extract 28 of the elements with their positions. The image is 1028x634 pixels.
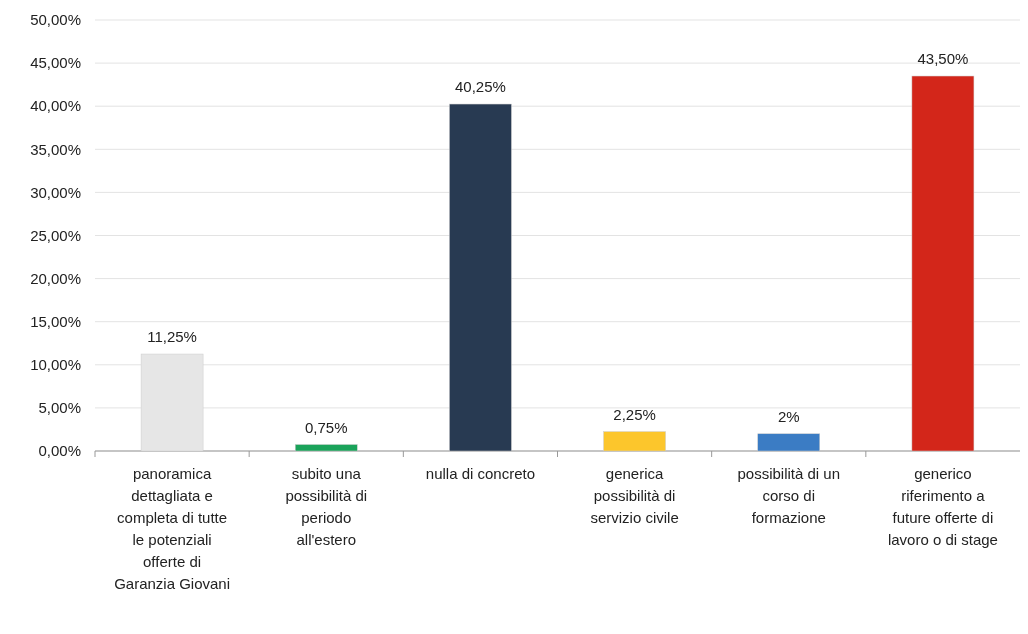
data-label: 40,25% [454,78,506,96]
y-tick-label: 25,00% [30,226,81,244]
bar [295,444,358,452]
y-tick-label: 45,00% [30,54,81,72]
data-label: 2,25% [613,405,656,423]
y-tick-label: 50,00% [30,11,81,29]
x-tick-label: generica possibilità di servizio civile [590,465,679,526]
y-tick-label: 10,00% [30,356,81,374]
y-tick-label: 5,00% [38,399,81,417]
y-tick-label: 35,00% [30,140,81,158]
data-label: 11,25% [147,328,197,346]
data-label: 0,75% [304,418,348,436]
y-tick-label: 0,00% [38,442,81,460]
data-label: 43,50% [917,50,969,68]
bar [911,75,975,452]
bar [603,431,666,452]
y-tick-label: 20,00% [30,269,81,287]
y-tick-label: 15,00% [30,312,81,330]
x-tick-label: subito una possibilità di periodo all'estero [285,465,368,548]
y-tick-label: 30,00% [30,183,81,201]
x-tick-label: possibilità di un corso di formazione [737,465,841,526]
y-tick-label: 40,00% [30,97,81,115]
x-tick-label: generico riferimento a future offerte di lavoro o di stage [887,465,998,548]
data-label: 2% [777,407,800,425]
x-tick-label: panoramica dettagliata e completa di tutte le potenziali offerte di Garanzia Giovani [114,465,231,592]
bar [757,433,820,452]
x-tick-label: nulla di concreto [425,465,536,482]
bar [449,103,512,452]
